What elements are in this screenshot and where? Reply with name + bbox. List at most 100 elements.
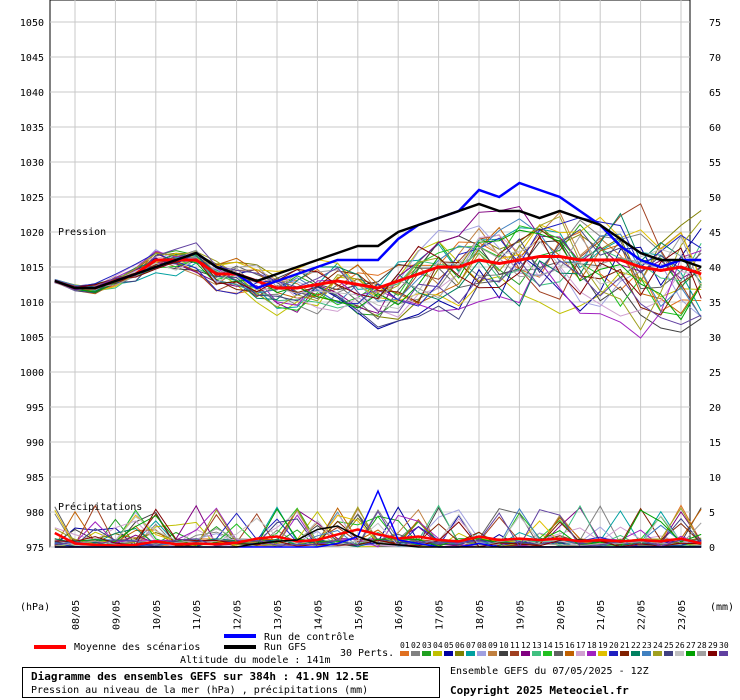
pressure-tick-label: 1030 — [20, 158, 44, 169]
precip-tick-label: 50 — [709, 193, 721, 204]
pert-swatch — [620, 651, 629, 656]
pert-number: 22 — [631, 641, 641, 650]
pert-swatch — [609, 651, 618, 656]
pressure-tick-label: 1045 — [20, 53, 44, 64]
pert-swatch — [719, 651, 728, 656]
pert-swatch — [433, 651, 442, 656]
perturbation-precip-line — [54, 508, 702, 548]
pert-swatch — [675, 651, 684, 656]
date-tick-label: 16/05 — [394, 600, 405, 630]
pert-swatch — [466, 651, 475, 656]
pert-swatch — [653, 651, 662, 656]
pert-number: 13 — [532, 641, 542, 650]
pressure-tick-label: 1000 — [20, 368, 44, 379]
perturbation-pressure-line — [54, 235, 702, 300]
pressure-tick-label: 1020 — [20, 228, 44, 239]
pert-number: 17 — [576, 641, 586, 650]
date-tick-label: 19/05 — [515, 600, 526, 630]
perturbation-pressure-line — [54, 234, 702, 318]
pert-number: 18 — [587, 641, 597, 650]
pressure-label: Pression — [58, 227, 106, 238]
pert-swatch — [488, 651, 497, 656]
pert-number: 01 — [400, 641, 410, 650]
perturbation-legend: 01 02 03 04 05 06 07 08 09 10 11 12 13 14 15 16 17 18 19 20… — [400, 641, 729, 656]
ensemble-label: Ensemble GEFS du 07/05/2025 - 12Z — [450, 666, 649, 677]
pert-number: 10 — [499, 641, 509, 650]
pert-swatch — [422, 651, 431, 656]
date-tick-label: 12/05 — [233, 600, 244, 630]
date-axis: 08/05 09/05 10/05 11/05 12/05 13/05 14/05 15/05… — [71, 600, 688, 630]
pert-swatch — [697, 651, 706, 656]
precip-tick-label: 20 — [709, 403, 721, 414]
date-tick-label: 14/05 — [313, 600, 324, 630]
pert-number: 20 — [609, 641, 619, 650]
chart-subtitle: Pression au niveau de la mer (hPa) , pré… — [31, 685, 369, 696]
pert-swatch — [642, 651, 651, 656]
control-swatch — [224, 634, 256, 638]
pert-number: 21 — [620, 641, 630, 650]
pressure-axis: 1050 1045 1040 1035 1030 1025 1020 1015 1010 1005… — [20, 18, 44, 554]
pert-swatch — [686, 651, 695, 656]
pert-swatch — [576, 651, 585, 656]
chart-title: Diagramme des ensembles GEFS sur 384h : … — [31, 670, 369, 683]
series-precip-line — [54, 528, 702, 547]
pert-number: 28 — [697, 641, 707, 650]
perturbation-pressure-line — [54, 228, 702, 330]
altitude-label: Altitude du modele : 141m — [180, 655, 331, 666]
perturbation-precip-line — [54, 505, 702, 548]
title-box: Diagramme des ensembles GEFS sur 384h : … — [22, 667, 440, 698]
pert-number: 02 — [411, 641, 421, 650]
date-tick-label: 22/05 — [637, 600, 648, 630]
series-pressure-line — [54, 255, 702, 290]
precip-tick-label: 75 — [709, 18, 721, 29]
precip-tick-label: 25 — [709, 368, 721, 379]
pert-swatch — [499, 651, 508, 656]
right-unit: (mm) — [710, 602, 734, 613]
date-tick-label: 09/05 — [111, 600, 122, 630]
gfs-legend-label: Run GFS — [264, 642, 306, 653]
pert-number: 26 — [675, 641, 685, 650]
gfs-swatch — [224, 645, 256, 649]
pressure-tick-label: 990 — [26, 438, 44, 449]
pert-number: 12 — [521, 641, 531, 650]
perturbation-pressure-line — [54, 242, 702, 326]
left-unit: (hPa) — [20, 602, 50, 613]
precip-tick-label: 55 — [709, 158, 721, 169]
pert-number: 16 — [565, 641, 575, 650]
precip-tick-label: 70 — [709, 53, 721, 64]
pert-swatch — [455, 651, 464, 656]
precip-tick-label: 65 — [709, 88, 721, 99]
pert-swatch — [631, 651, 640, 656]
pert-number: 24 — [653, 641, 663, 650]
pert-number: 04 — [433, 641, 443, 650]
series-pressure-line — [54, 202, 702, 290]
pert-swatch — [587, 651, 596, 656]
pert-number: 25 — [664, 641, 674, 650]
pert-swatch — [532, 651, 541, 656]
pert-number: 27 — [686, 641, 696, 650]
date-tick-label: 13/05 — [273, 600, 284, 630]
precip-tick-label: 35 — [709, 298, 721, 309]
pert-number: 30 — [719, 641, 729, 650]
pressure-tick-label: 1050 — [20, 18, 44, 29]
pert-number: 06 — [455, 641, 465, 650]
pressure-tick-label: 1015 — [20, 263, 44, 274]
pert-number: 14 — [543, 641, 553, 650]
date-tick-label: 23/05 — [677, 600, 688, 630]
pressure-tick-label: 985 — [26, 473, 44, 484]
pert-swatch — [400, 651, 409, 656]
pert-swatch — [521, 651, 530, 656]
pert-number: 19 — [598, 641, 608, 650]
pressure-tick-label: 995 — [26, 403, 44, 414]
series-precip-line — [54, 525, 702, 548]
perturbation-series — [54, 203, 702, 548]
pressure-tick-label: 980 — [26, 508, 44, 519]
pert-number: 08 — [477, 641, 487, 650]
precip-tick-label: 10 — [709, 473, 721, 484]
pert-swatch — [554, 651, 563, 656]
pert-number: 11 — [510, 641, 520, 650]
pert-number: 15 — [554, 641, 564, 650]
precip-tick-label: 30 — [709, 333, 721, 344]
